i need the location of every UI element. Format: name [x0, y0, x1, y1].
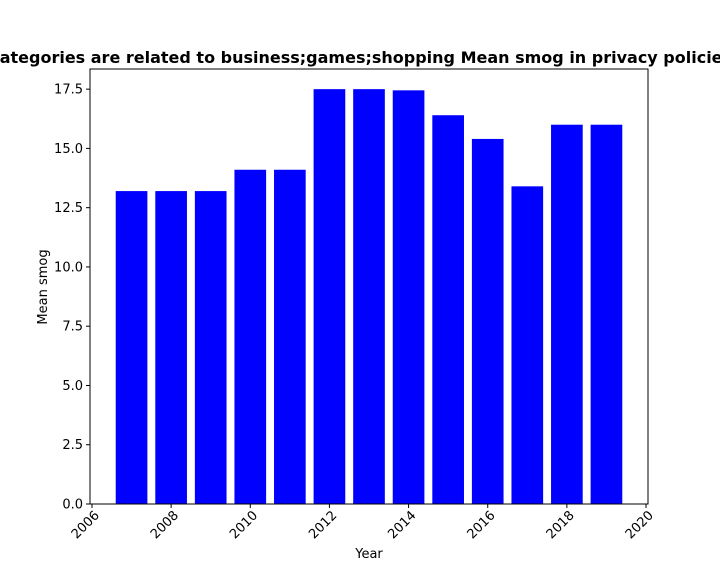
bar-2019	[590, 124, 623, 505]
x-tick-label: 2008	[148, 508, 182, 542]
y-tick-label: 17.5	[54, 83, 83, 98]
y-axis-label: Mean smog	[36, 249, 51, 324]
bar-2016	[471, 138, 504, 504]
bar-2010	[234, 169, 267, 504]
bar-2007	[115, 191, 148, 504]
bar-2017	[511, 186, 544, 504]
x-tick-label: 2018	[544, 508, 578, 542]
x-axis: 2006 2008 2010 2012 2014 2016 2018 2020	[69, 504, 657, 542]
bar-2018	[551, 124, 583, 505]
bar-2015	[432, 115, 464, 504]
x-tick-label: 2010	[227, 508, 261, 542]
y-tick-label: 5.0	[62, 379, 83, 394]
bar-2013	[353, 89, 385, 505]
y-tick-label: 0.0	[62, 498, 83, 513]
x-tick-label: 2014	[385, 508, 419, 542]
y-tick-label: 2.5	[62, 438, 83, 453]
x-tick-label: 2016	[465, 508, 499, 542]
x-axis-label: Year	[354, 547, 383, 562]
y-tick-label: 10.0	[54, 260, 83, 275]
y-tick-label: 12.5	[54, 201, 83, 216]
bar-2014	[392, 90, 425, 504]
bars-group	[115, 89, 623, 505]
x-tick-label: 2020	[623, 508, 657, 542]
plot-frame	[89, 68, 649, 505]
bar-2008	[155, 191, 187, 504]
y-tick-label: 7.5	[62, 320, 83, 335]
x-tick-label: 2012	[306, 508, 340, 542]
y-axis: 0.0 2.5 5.0 7.5 10.0 12.5 15.0 17.5	[54, 83, 90, 513]
bar-2011	[274, 169, 306, 504]
bar-2012	[313, 89, 346, 505]
y-tick-label: 15.0	[54, 142, 83, 157]
bar-2009	[194, 191, 227, 504]
x-tick-label: 2006	[69, 508, 103, 542]
chart-title: Categories are related to business;games…	[0, 48, 720, 67]
